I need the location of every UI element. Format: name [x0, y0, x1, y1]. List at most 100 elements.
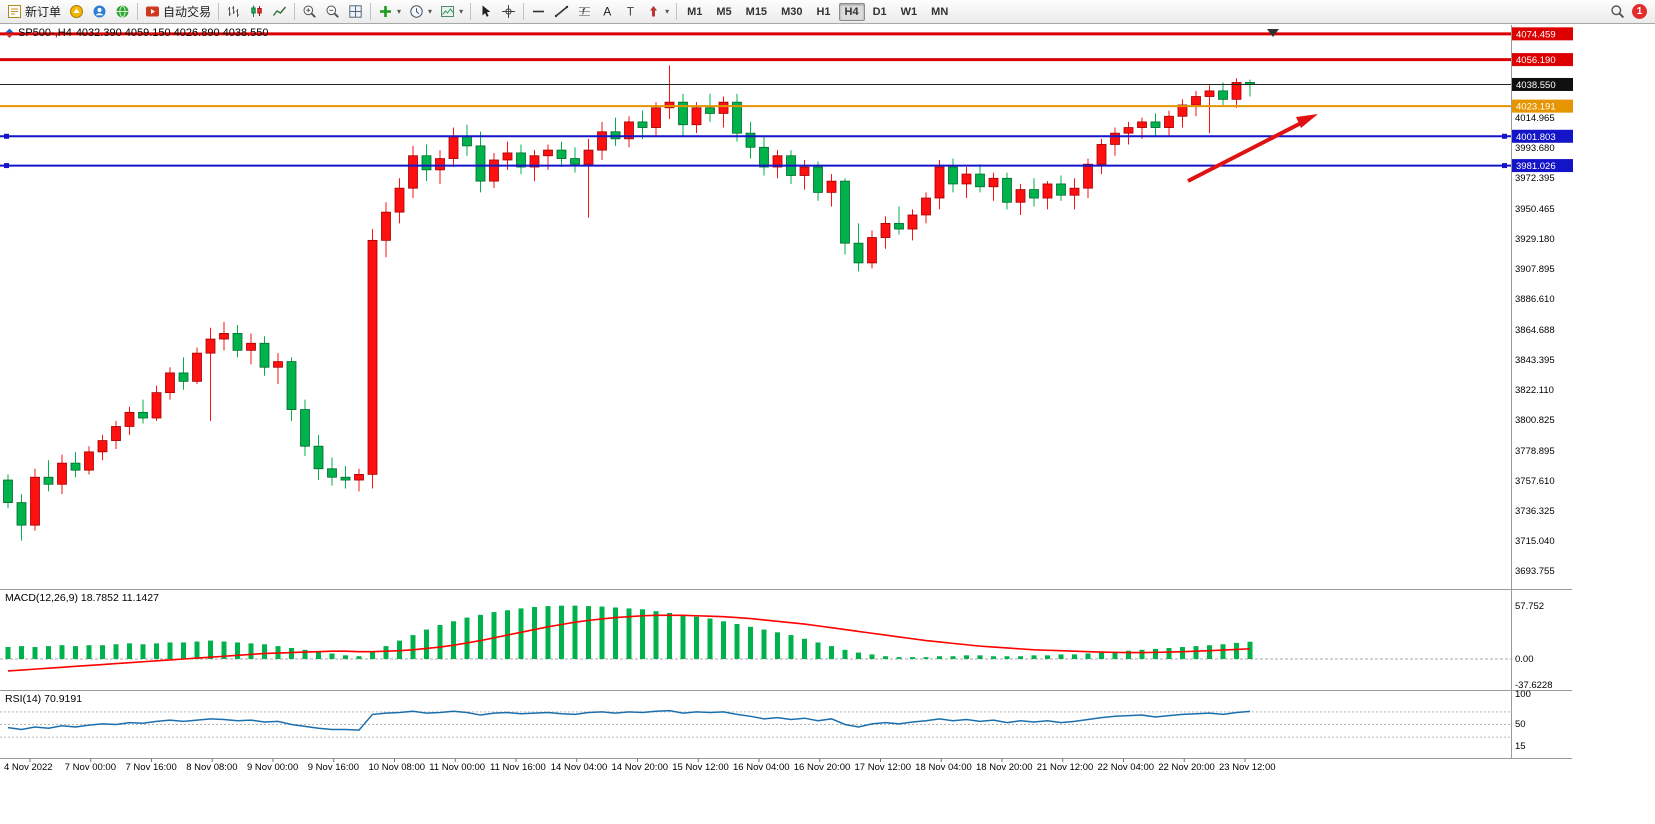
- macd-histogram-bar: [1220, 644, 1226, 659]
- timeframe-h1-button[interactable]: H1: [816, 5, 831, 18]
- crosshair-button[interactable]: [497, 2, 520, 22]
- price-scale-label: 3907.895: [1515, 264, 1555, 275]
- line-chart-mode-button[interactable]: [268, 2, 291, 22]
- one-click-trading-icon[interactable]: [5, 28, 14, 39]
- notification-badge[interactable]: 1: [1632, 4, 1647, 19]
- rsi-scale-label: 50: [1515, 719, 1526, 730]
- macd-histogram-bar: [1193, 646, 1199, 659]
- auto-trading-button[interactable]: 自动交易: [141, 2, 215, 22]
- candle-body: [16, 502, 27, 526]
- macd-histogram-bar: [815, 642, 821, 659]
- candle-body: [705, 107, 715, 114]
- macd-histogram-bar: [883, 656, 888, 659]
- price-box-label: 4074.459: [1516, 29, 1556, 40]
- candle-body: [853, 242, 864, 264]
- arrow-objects-button[interactable]: ▾: [642, 2, 673, 22]
- candle-body: [1083, 163, 1093, 189]
- line-handle[interactable]: [1502, 163, 1507, 169]
- symbol-title: SP500-,H4: [18, 27, 72, 39]
- tile-windows-button[interactable]: [344, 2, 367, 22]
- trendline-icon: [554, 4, 569, 19]
- toolbar-separator: [370, 3, 372, 20]
- timeframe-h4-button[interactable]: H4: [838, 2, 865, 21]
- zoom-in-button[interactable]: [298, 2, 321, 22]
- new-order-button[interactable]: 新订单: [3, 2, 65, 22]
- macd-histogram-bar: [1166, 647, 1172, 659]
- timeframe-w1-button[interactable]: W1: [900, 5, 918, 18]
- macd-histogram-bar: [1112, 651, 1118, 659]
- alerts-button[interactable]: [65, 2, 88, 22]
- line-handle[interactable]: [1502, 133, 1507, 139]
- macd-histogram-bar: [397, 640, 402, 659]
- chart-shift-marker[interactable]: [1267, 29, 1279, 37]
- macd-histogram-bar: [829, 646, 834, 659]
- price-line-box: [1512, 129, 1573, 143]
- price-scale-label: 4014.965: [1515, 113, 1555, 124]
- trend-arrow-annotation[interactable]: [1187, 114, 1318, 183]
- time-axis[interactable]: 4 Nov 2022 7 Nov 00:00 7 Nov 16:00 8 Nov 08…: [4, 758, 1276, 774]
- candle-body: [1042, 183, 1053, 199]
- macd-histogram-bar: [1126, 650, 1131, 659]
- time-axis-label: 18 Nov 20:00: [976, 762, 1033, 773]
- horizontal-lines[interactable]: [0, 32, 1511, 169]
- bars-icon: [226, 4, 241, 19]
- linechart-icon: [272, 4, 287, 19]
- candle-body: [1069, 187, 1080, 196]
- candle-body: [1218, 90, 1228, 100]
- line-handle[interactable]: [4, 163, 9, 169]
- macd-histogram-bar: [383, 646, 389, 659]
- indicators-button[interactable]: ▾: [374, 2, 405, 22]
- macd-histogram-bar: [127, 643, 132, 659]
- candle-body: [1204, 90, 1215, 97]
- timeframe-mn-button[interactable]: MN: [931, 5, 949, 18]
- timeframe-m5-button[interactable]: M5: [716, 5, 732, 18]
- macd-histogram-bar: [86, 645, 92, 659]
- candle-body: [516, 152, 526, 168]
- timeframe-m1-button[interactable]: M1: [687, 5, 703, 18]
- line-handle[interactable]: [4, 133, 9, 139]
- trendline-button[interactable]: [550, 2, 573, 22]
- text-label-button[interactable]: T: [619, 2, 642, 22]
- periods-button[interactable]: ▾: [405, 2, 436, 22]
- candle-body: [1231, 82, 1242, 100]
- timeframe-m15-button[interactable]: M15: [745, 5, 768, 18]
- candle-chart-mode-button[interactable]: [245, 2, 268, 22]
- timeframe-d1-button[interactable]: D1: [872, 5, 887, 18]
- zoom-out-button[interactable]: [321, 2, 344, 22]
- search-icon[interactable]: [1610, 4, 1625, 19]
- price-scale-label: 3993.680: [1515, 143, 1555, 154]
- market-button[interactable]: [111, 2, 134, 22]
- price-scale[interactable]: 4014.965 3993.680 3972.395 3950.465 3929.180…: [1512, 27, 1573, 577]
- candle-body: [988, 177, 999, 188]
- rsi-line: [7, 709, 1251, 731]
- cursor-button[interactable]: [474, 2, 497, 22]
- bar-chart-mode-button[interactable]: [222, 2, 245, 22]
- community-button[interactable]: [88, 2, 111, 22]
- fibonacci-button[interactable]: f: [573, 2, 596, 22]
- toolbar-separator: [523, 3, 525, 20]
- candle-body: [1164, 115, 1174, 128]
- candle-body: [327, 468, 337, 478]
- svg-text:A: A: [603, 5, 611, 19]
- candle-body: [799, 166, 810, 176]
- price-box-label: 4056.190: [1516, 55, 1556, 66]
- macd-histogram-bar: [788, 635, 794, 659]
- candle-body: [70, 462, 81, 471]
- text-button[interactable]: A: [596, 2, 619, 22]
- templates-button[interactable]: ▾: [436, 2, 467, 22]
- trend-arrow-head: [1296, 114, 1318, 128]
- candle-body: [178, 372, 189, 382]
- clock-icon: [409, 4, 424, 19]
- indicators-icon: [378, 4, 393, 19]
- macd-histogram-bar: [680, 614, 686, 659]
- candle-body: [934, 166, 945, 199]
- macd-scale-label: 0.00: [1515, 654, 1534, 665]
- candle-body: [259, 342, 270, 368]
- macd-histogram-bar: [329, 653, 335, 659]
- auto-trading-label: 自动交易: [163, 5, 212, 19]
- candle-body: [165, 372, 175, 394]
- horizontal-line-button[interactable]: [527, 2, 550, 22]
- macd-histogram-bar: [802, 638, 807, 659]
- timeframe-m30-button[interactable]: M30: [781, 5, 803, 18]
